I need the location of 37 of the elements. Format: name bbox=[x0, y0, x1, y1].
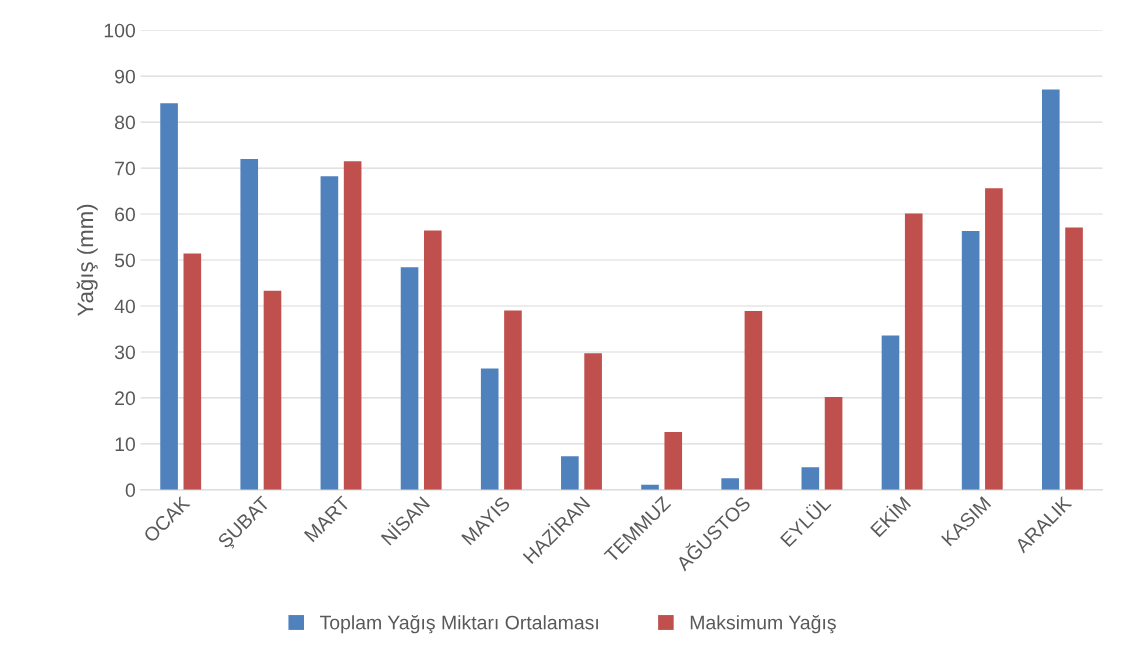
y-tick-label: 20 bbox=[115, 391, 136, 406]
bar bbox=[343, 161, 362, 490]
y-tick-label: 50 bbox=[114, 253, 136, 268]
bar bbox=[721, 478, 739, 490]
y-tick-label: 90 bbox=[115, 69, 136, 84]
bar bbox=[240, 158, 259, 490]
bar bbox=[423, 230, 442, 490]
bar bbox=[160, 103, 178, 490]
bar bbox=[183, 253, 202, 490]
bar bbox=[744, 311, 763, 490]
bar bbox=[881, 335, 900, 490]
bar bbox=[480, 368, 499, 490]
y-tick-label: 40 bbox=[114, 299, 136, 314]
y-axis-title: Yağış (mm) bbox=[76, 204, 98, 317]
bar bbox=[263, 290, 282, 490]
bar bbox=[320, 176, 339, 490]
bar bbox=[985, 188, 1003, 490]
bar bbox=[904, 213, 923, 490]
bar bbox=[961, 231, 980, 490]
bar bbox=[824, 396, 843, 490]
bar bbox=[400, 267, 419, 490]
bar bbox=[584, 353, 602, 490]
legend-label: Maksimum Yağış bbox=[690, 614, 836, 634]
bar bbox=[801, 467, 820, 490]
bar bbox=[1041, 89, 1060, 490]
y-tick-label: 100 bbox=[104, 23, 136, 38]
legend-label: Toplam Yağış Miktarı Ortalaması bbox=[319, 614, 598, 634]
y-tick-label: 80 bbox=[114, 115, 136, 130]
y-tick-label: 0 bbox=[125, 483, 135, 498]
y-tick-label: 30 bbox=[114, 345, 136, 360]
y-tick-label: 70 bbox=[115, 161, 136, 176]
y-tick-label: 10 bbox=[115, 437, 136, 452]
bar bbox=[664, 431, 683, 490]
bar bbox=[504, 310, 522, 490]
bar bbox=[1065, 227, 1083, 490]
y-tick-label: 60 bbox=[115, 207, 136, 222]
bar bbox=[561, 456, 579, 490]
